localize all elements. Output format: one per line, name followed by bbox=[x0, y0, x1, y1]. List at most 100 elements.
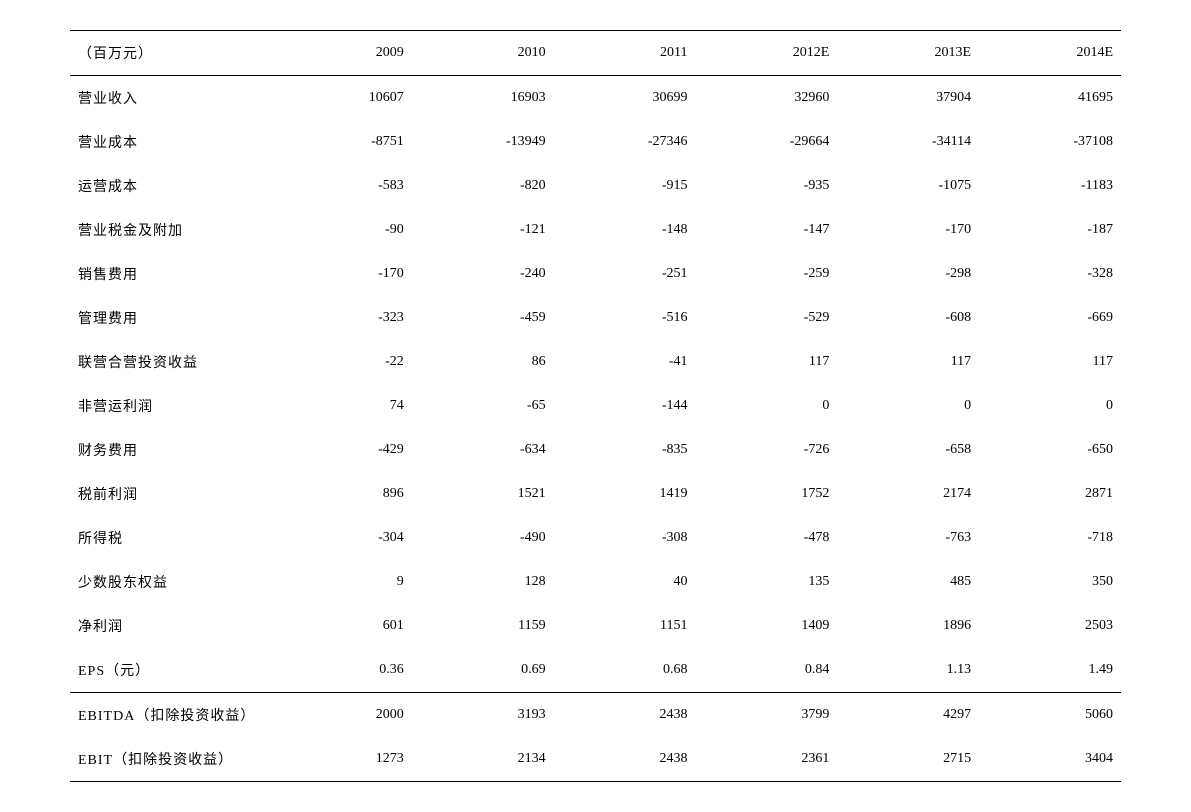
cell-value: -298 bbox=[837, 252, 979, 296]
cell-value: 2361 bbox=[695, 737, 837, 782]
row-label: EPS（元） bbox=[70, 648, 271, 693]
cell-value: -323 bbox=[271, 296, 412, 340]
table-row: 非营运利润74-65-144000 bbox=[70, 384, 1121, 428]
cell-value: 3404 bbox=[979, 737, 1121, 782]
cell-value: 74 bbox=[271, 384, 412, 428]
table-row: 运营成本-583-820-915-935-1075-1183 bbox=[70, 164, 1121, 208]
column-header: 2009 bbox=[271, 31, 412, 76]
cell-value: -763 bbox=[837, 516, 979, 560]
cell-value: 86 bbox=[412, 340, 554, 384]
cell-value: -37108 bbox=[979, 120, 1121, 164]
cell-value: 0 bbox=[837, 384, 979, 428]
table-row: 所得税-304-490-308-478-763-718 bbox=[70, 516, 1121, 560]
cell-value: -41 bbox=[554, 340, 696, 384]
cell-value: 3193 bbox=[412, 693, 554, 738]
cell-value: 1521 bbox=[412, 472, 554, 516]
cell-value: -34114 bbox=[837, 120, 979, 164]
row-label: 联营合营投资收益 bbox=[70, 340, 271, 384]
cell-value: -634 bbox=[412, 428, 554, 472]
table-row: 销售费用-170-240-251-259-298-328 bbox=[70, 252, 1121, 296]
cell-value: -1075 bbox=[837, 164, 979, 208]
cell-value: -308 bbox=[554, 516, 696, 560]
column-header: 2014E bbox=[979, 31, 1121, 76]
row-label: 营业成本 bbox=[70, 120, 271, 164]
cell-value: 117 bbox=[837, 340, 979, 384]
cell-value: 1752 bbox=[695, 472, 837, 516]
row-label: 税前利润 bbox=[70, 472, 271, 516]
table-row: 营业成本-8751-13949-27346-29664-34114-37108 bbox=[70, 120, 1121, 164]
cell-value: 9 bbox=[271, 560, 412, 604]
cell-value: 37904 bbox=[837, 76, 979, 121]
cell-value: -148 bbox=[554, 208, 696, 252]
cell-value: -240 bbox=[412, 252, 554, 296]
row-label: 运营成本 bbox=[70, 164, 271, 208]
column-header: 2010 bbox=[412, 31, 554, 76]
cell-value: 0 bbox=[695, 384, 837, 428]
column-header: 2011 bbox=[554, 31, 696, 76]
cell-value: -8751 bbox=[271, 120, 412, 164]
cell-value: -835 bbox=[554, 428, 696, 472]
cell-value: 0.68 bbox=[554, 648, 696, 693]
cell-value: 2134 bbox=[412, 737, 554, 782]
cell-value: 1159 bbox=[412, 604, 554, 648]
table-header-row: （百万元） 2009 2010 2011 2012E 2013E 2014E bbox=[70, 31, 1121, 76]
cell-value: 2438 bbox=[554, 737, 696, 782]
cell-value: -22 bbox=[271, 340, 412, 384]
cell-value: 601 bbox=[271, 604, 412, 648]
cell-value: 135 bbox=[695, 560, 837, 604]
cell-value: -170 bbox=[271, 252, 412, 296]
cell-value: -726 bbox=[695, 428, 837, 472]
cell-value: -718 bbox=[979, 516, 1121, 560]
cell-value: -669 bbox=[979, 296, 1121, 340]
table-row: EBIT（扣除投资收益）127321342438236127153404 bbox=[70, 737, 1121, 782]
cell-value: 128 bbox=[412, 560, 554, 604]
cell-value: -65 bbox=[412, 384, 554, 428]
cell-value: 2715 bbox=[837, 737, 979, 782]
table-body: 营业收入106071690330699329603790441695营业成本-8… bbox=[70, 76, 1121, 782]
cell-value: 1419 bbox=[554, 472, 696, 516]
cell-value: 1.13 bbox=[837, 648, 979, 693]
cell-value: -459 bbox=[412, 296, 554, 340]
cell-value: 117 bbox=[979, 340, 1121, 384]
cell-value: 1.49 bbox=[979, 648, 1121, 693]
table-row: 营业收入106071690330699329603790441695 bbox=[70, 76, 1121, 121]
cell-value: 0.69 bbox=[412, 648, 554, 693]
row-label: 财务费用 bbox=[70, 428, 271, 472]
cell-value: 0.84 bbox=[695, 648, 837, 693]
table-row: 净利润60111591151140918962503 bbox=[70, 604, 1121, 648]
cell-value: 30699 bbox=[554, 76, 696, 121]
cell-value: 1273 bbox=[271, 737, 412, 782]
header-label: （百万元） bbox=[70, 31, 271, 76]
cell-value: -13949 bbox=[412, 120, 554, 164]
cell-value: -144 bbox=[554, 384, 696, 428]
row-label: EBIT（扣除投资收益） bbox=[70, 737, 271, 782]
cell-value: 2503 bbox=[979, 604, 1121, 648]
cell-value: 1409 bbox=[695, 604, 837, 648]
row-label: 净利润 bbox=[70, 604, 271, 648]
cell-value: -29664 bbox=[695, 120, 837, 164]
cell-value: 350 bbox=[979, 560, 1121, 604]
row-label: 营业收入 bbox=[70, 76, 271, 121]
row-label: 营业税金及附加 bbox=[70, 208, 271, 252]
row-label: EBITDA（扣除投资收益） bbox=[70, 693, 271, 738]
cell-value: -820 bbox=[412, 164, 554, 208]
cell-value: -304 bbox=[271, 516, 412, 560]
cell-value: -915 bbox=[554, 164, 696, 208]
cell-value: 485 bbox=[837, 560, 979, 604]
cell-value: -608 bbox=[837, 296, 979, 340]
row-label: 所得税 bbox=[70, 516, 271, 560]
cell-value: 117 bbox=[695, 340, 837, 384]
cell-value: -170 bbox=[837, 208, 979, 252]
cell-value: 3799 bbox=[695, 693, 837, 738]
table-row: 营业税金及附加-90-121-148-147-170-187 bbox=[70, 208, 1121, 252]
cell-value: -658 bbox=[837, 428, 979, 472]
cell-value: -27346 bbox=[554, 120, 696, 164]
cell-value: 1151 bbox=[554, 604, 696, 648]
cell-value: -251 bbox=[554, 252, 696, 296]
cell-value: 4297 bbox=[837, 693, 979, 738]
financial-table: （百万元） 2009 2010 2011 2012E 2013E 2014E 营… bbox=[70, 30, 1121, 782]
table-row: EPS（元）0.360.690.680.841.131.49 bbox=[70, 648, 1121, 693]
table-row: 管理费用-323-459-516-529-608-669 bbox=[70, 296, 1121, 340]
cell-value: 2174 bbox=[837, 472, 979, 516]
cell-value: -516 bbox=[554, 296, 696, 340]
